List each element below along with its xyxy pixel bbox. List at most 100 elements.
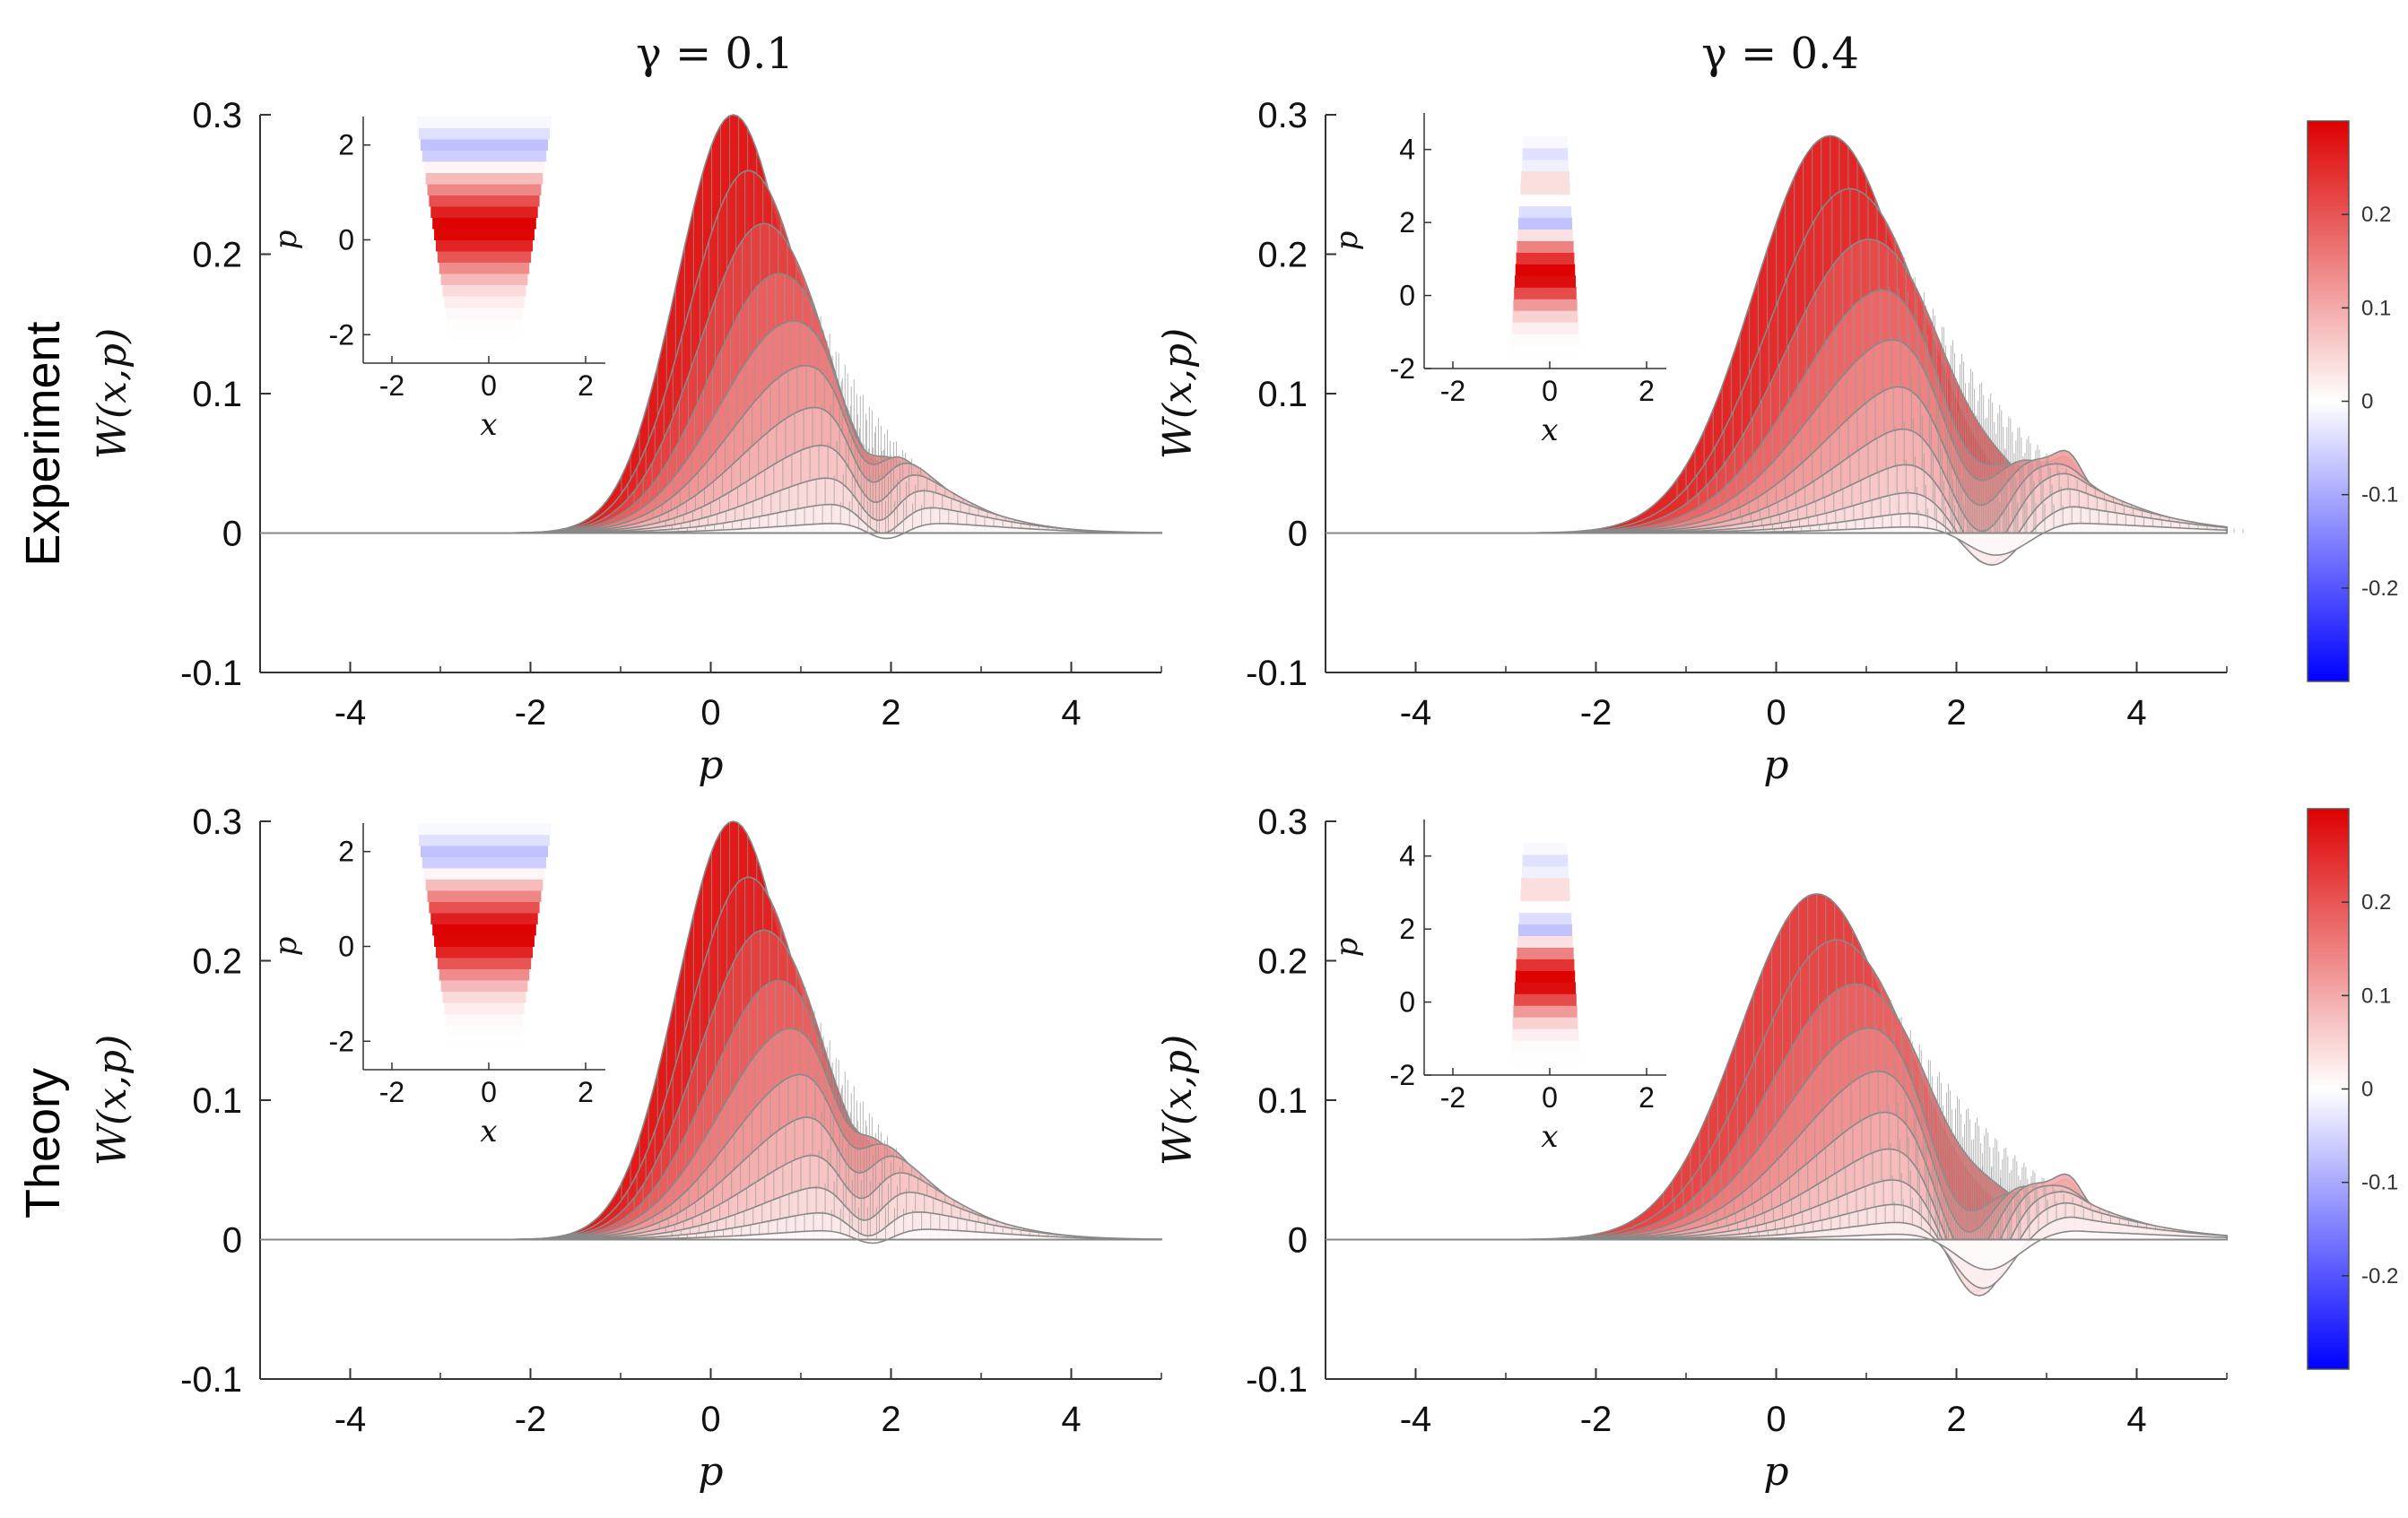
inset-heatmap-band [449,1036,519,1048]
inset-x-axis-label: x [480,407,497,443]
inset-heatmap-band [1517,240,1574,253]
x-tick-label: 2 [1946,1400,1966,1439]
y-tick-label: 0.2 [1257,236,1308,275]
inset-heatmap-band [1520,182,1570,195]
y-tick-label: 0.1 [192,1081,242,1121]
inset-heatmap-band [452,1058,517,1071]
y-tick-label: 0.2 [192,942,242,982]
y-axis-label: W(x,p) [90,328,135,460]
inset-heatmap-band [1512,310,1578,323]
inset-heatmap-band [1518,205,1572,219]
x-tick-label: 0 [1766,1400,1786,1439]
inset-heatmap: -2 0 2 2 0 -2 x p [268,117,605,443]
inset-y-tick-label: -2 [1390,352,1415,385]
inset-y-axis-label: p [268,937,304,957]
inset-heatmap-band [450,1047,518,1059]
panel-experiment-gamma-0.1: -4 -2 0 2 4 -0.1 0 0.1 0.2 0.3 p W(x,p) -2 0 2 2 0 -2 x p [90,96,1162,788]
x-axis-label: p [1763,742,1788,788]
panel-theory-gamma-0.1: -4 -2 0 2 4 -0.1 0 0.1 0.2 0.3 p W(x,p) -2 0 2 2 0 -2 x p [90,802,1162,1495]
y-tick-label: -0.1 [1246,654,1308,693]
y-axis-label: W(x,p) [90,1035,135,1167]
inset-x-axis-label: x [1541,1119,1558,1155]
inset-y-tick-label: 4 [1399,840,1415,872]
inset-heatmap-band [434,229,535,240]
inset-y-tick-label: -2 [329,318,354,351]
y-tick-label: 0.3 [1257,802,1308,842]
x-tick-label: -4 [1400,693,1432,733]
inset-x-tick-label: 0 [481,1076,497,1108]
x-axis-label: p [1763,1449,1788,1495]
inset-x-tick-label: -2 [1440,375,1465,407]
inset-heatmap-band [448,1025,521,1037]
column-title-gamma-0.4: γ = 0.4 [1701,29,1859,79]
row-label-experiment: Experiment [16,321,70,566]
inset-heatmap-band [439,968,530,981]
inset-y-tick-label: -2 [329,1025,354,1057]
inset-y-axis-label: p [1329,938,1365,958]
x-tick-label: -4 [335,1400,367,1439]
y-tick-label: 0 [1288,1221,1308,1261]
inset-heatmap-band [1510,334,1580,346]
inset-heatmap-band [422,150,547,162]
x-axis-label: p [698,1449,723,1495]
inset-heatmap-band [1514,287,1577,299]
inset-heatmap-band [1525,820,1566,832]
inset-heatmap-band [1511,322,1579,334]
x-tick-label: -2 [515,1400,547,1439]
inset-heatmap-band [1513,1005,1578,1018]
inset-heatmap-band [449,329,519,342]
x-tick-label: -2 [515,693,547,733]
y-tick-label: 0.2 [1257,942,1308,982]
inset-heatmap-band [1514,993,1577,1006]
inset-x-tick-label: -2 [379,1076,404,1108]
inset-heatmap-band [1518,912,1572,925]
inset-y-tick-label: 2 [1399,913,1415,945]
surface-slices [1326,134,2244,567]
inset-heatmap-band [437,251,532,263]
inset-y-tick-label: 2 [338,836,354,868]
x-tick-label: 4 [2126,693,2146,733]
inset-heatmap-band [1519,900,1571,914]
inset-heatmap-band [440,980,528,992]
panel-theory-gamma-0.4: -4 -2 0 2 4 -0.1 0 0.1 0.2 0.3 p W(x,p) -2 0 2 4 2 0 -2 x p [1155,802,2228,1495]
y-tick-label: 0.1 [192,375,242,414]
inset-x-axis-label: x [1541,412,1558,448]
inset-heatmap-band [435,946,534,959]
y-tick-label: -0.1 [180,654,242,693]
inset-heatmap-band [1510,1052,1580,1064]
inset-heatmap-band [423,868,545,880]
inset-heatmap-band [446,307,523,319]
x-tick-label: 0 [700,693,720,733]
x-tick-label: 4 [1061,1400,1081,1439]
inset-heatmap-band [1520,889,1570,902]
inset-heatmap-band [444,1002,525,1014]
y-axis-label: W(x,p) [1155,328,1201,460]
colorbar-tick-label: 0 [2361,1078,2373,1102]
colorbar-experiment: 0.2 0.1 0 -0.1 -0.2 [2307,120,2398,682]
y-tick-label: 0.3 [1257,96,1308,135]
inset-heatmap-band [430,206,538,218]
x-axis-label: p [698,742,723,788]
inset-heatmap-band [1515,970,1576,983]
inset-y-axis-label: p [268,230,304,250]
inset-x-axis-label: x [480,1114,497,1149]
inset-heatmap-band [439,262,530,274]
inset-heatmap-band [435,239,534,252]
inset-heatmap-band [448,318,521,330]
inset-heatmap-band [427,890,542,902]
inset-y-tick-label: 0 [338,224,354,256]
colorbar-tick-label: 0.1 [2361,296,2391,320]
inset-y-tick-label: 0 [338,931,354,963]
inset-y-tick-label: -2 [1390,1059,1415,1091]
panel-experiment-gamma-0.4: -4 -2 0 2 4 -0.1 0 0.1 0.2 0.3 p W(x,p) -2 0 2 4 2 0 -2 x p [1155,96,2244,788]
y-tick-label: -0.1 [1246,1360,1308,1400]
inset-heatmap: -2 0 2 4 2 0 -2 x p [1329,113,1666,448]
inset-heatmap-band [442,284,526,297]
y-axis-label: W(x,p) [1155,1035,1201,1167]
x-tick-label: 2 [1946,693,1966,733]
colorbar-tick-label: 0.1 [2361,984,2391,1008]
colorbar-tick-label: 0.2 [2361,890,2391,915]
colorbar-tick-label: 0 [2361,390,2373,414]
inset-heatmap-band [427,184,542,195]
inset-y-tick-label: 0 [1399,986,1415,1019]
